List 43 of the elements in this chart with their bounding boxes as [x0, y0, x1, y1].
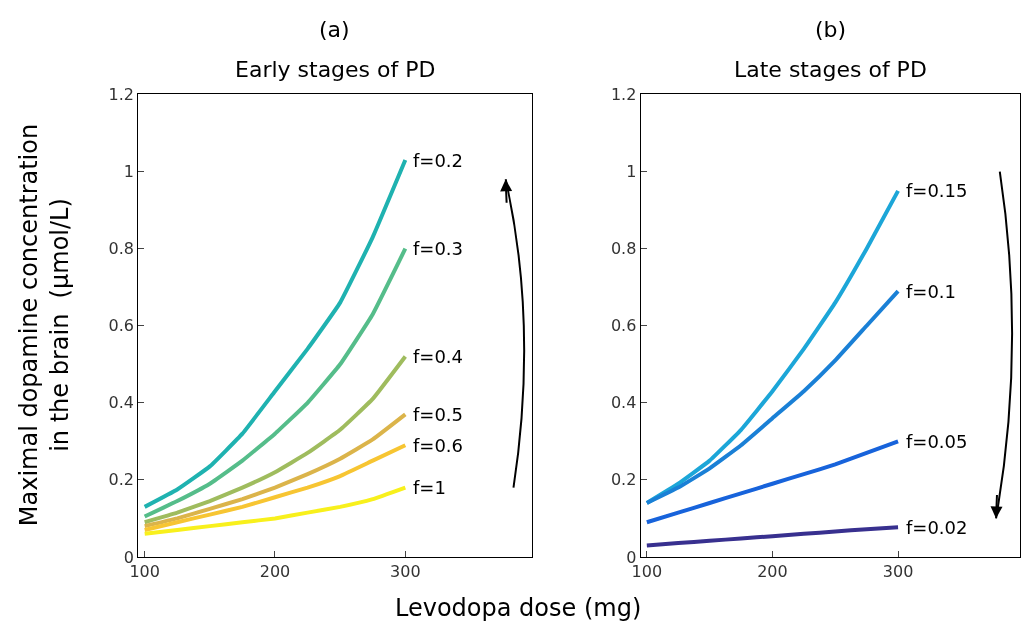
series-label: f=0.5 — [413, 404, 464, 425]
x-axis-title: Levodopa dose (mg) — [395, 594, 642, 622]
line-series — [142, 158, 408, 509]
line-series — [142, 443, 408, 532]
line-series — [142, 354, 408, 525]
series-label: f=0.4 — [413, 346, 464, 367]
series-label: f=1 — [413, 477, 446, 498]
line-series — [644, 289, 901, 506]
chart-title: (a) — [319, 17, 350, 42]
line-series — [142, 485, 408, 536]
line-series — [644, 439, 901, 525]
y-axis-title: Maximal dopamine concentration in the brain (μmol/L) — [14, 123, 74, 527]
line-series — [142, 246, 408, 519]
series-label: f=0.2 — [413, 150, 464, 171]
x-tick-label: 100 — [631, 562, 663, 582]
series-label: f=0.1 — [906, 281, 957, 302]
series-label: f=0.02 — [906, 517, 968, 538]
y-tick-label: 1 — [123, 162, 134, 182]
chart-subtitle: Late stages of PD — [734, 57, 927, 82]
x-tick-label: 300 — [882, 562, 914, 582]
line-series — [142, 412, 408, 529]
y-tick-label: 1 — [626, 162, 637, 182]
x-tick-label: 300 — [390, 562, 421, 582]
y-tick-label: 1.2 — [610, 85, 637, 105]
line-series — [644, 525, 901, 548]
x-tick-label: 200 — [259, 562, 291, 582]
series-label: f=0.15 — [906, 180, 968, 201]
series-label: f=0.05 — [906, 431, 968, 452]
y-tick-label: 0.6 — [610, 316, 637, 336]
chart-title: (b) — [815, 17, 847, 42]
series-label: f=0.6 — [413, 435, 464, 456]
y-tick-label: 0.8 — [610, 239, 637, 259]
y-tick-label: 0.2 — [610, 470, 637, 490]
x-tick-label: 100 — [129, 562, 160, 582]
y-tick-label: 0.4 — [108, 393, 134, 413]
y-tick-label: 1.2 — [108, 85, 134, 105]
chart-subtitle: Early stages of PD — [235, 57, 436, 82]
x-tick-label: 200 — [757, 562, 788, 582]
y-tick-label: 0.8 — [108, 239, 134, 259]
y-tick-label: 0.4 — [610, 393, 637, 413]
y-tick-label: 0.2 — [108, 470, 134, 490]
y-tick-label: 0.6 — [108, 316, 134, 336]
series-label: f=0.3 — [413, 238, 464, 259]
